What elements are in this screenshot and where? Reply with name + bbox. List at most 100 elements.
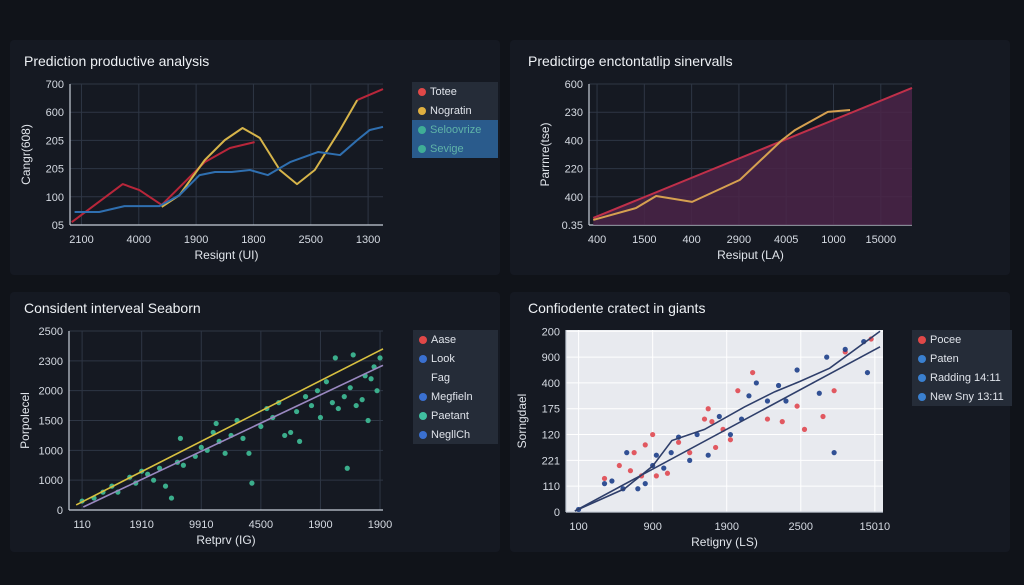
series-line <box>592 87 913 219</box>
x-tick-label: 1900 <box>308 519 332 531</box>
x-tick-label: 2500 <box>789 521 813 533</box>
scatter-point <box>624 450 630 456</box>
legend-marker <box>418 125 426 134</box>
scatter-point <box>616 462 622 469</box>
scatter-point <box>727 431 734 438</box>
scatter-point <box>750 369 756 376</box>
y-axis-label: Cangr(608) <box>19 124 33 185</box>
legend-item: Radding 14:11 <box>912 368 1012 387</box>
legend-label: Pocee <box>930 333 962 346</box>
legend-item: Totee <box>412 82 498 101</box>
scatter-point <box>258 423 264 430</box>
x-tick-label: 15000 <box>865 234 896 246</box>
x-tick-label: 2900 <box>727 234 751 246</box>
chart-4-legend: Pocee Paten Radding 14:11 New Sny 13:11 <box>912 330 1012 406</box>
x-tick-label: 4500 <box>249 519 273 531</box>
x-tick-label: 400 <box>682 234 700 246</box>
scatter-point <box>709 419 715 425</box>
x-tick-label: 4000 <box>127 234 151 246</box>
legend-label: New Sny 13:11 <box>930 390 1004 403</box>
x-tick-label: 4005 <box>774 234 798 246</box>
legend-marker <box>918 373 926 382</box>
chart-3-legend: Aase Look Fag Megfieln Paetant NegllCh <box>413 330 498 444</box>
x-tick-label: 2500 <box>299 234 323 246</box>
scatter-point <box>801 426 808 432</box>
scatter-point <box>653 452 659 458</box>
x-tick-label: 900 <box>643 521 661 533</box>
legend-label: Aase <box>431 333 457 346</box>
legend-label: Paten <box>930 352 959 365</box>
x-tick-label: 100 <box>569 521 587 533</box>
y-tick-label: 1000 <box>39 445 63 457</box>
scatter-point <box>727 437 734 443</box>
x-tick-label: 1900 <box>184 234 208 246</box>
scatter-point <box>694 431 700 438</box>
scatter-point <box>794 367 800 373</box>
scatter-point <box>842 346 848 352</box>
legend-item: Paetant <box>413 406 498 425</box>
fit-line <box>75 348 384 506</box>
scatter-point <box>162 483 169 489</box>
fit-line <box>82 364 384 508</box>
legend-item: Aase <box>413 330 498 349</box>
x-tick-label: 1800 <box>241 234 265 246</box>
y-tick-label: 205 <box>46 135 64 147</box>
legend-item: Paten <box>912 349 1012 368</box>
scatter-point <box>249 480 255 486</box>
y-tick-label: 0 <box>554 507 560 519</box>
series-line <box>161 99 359 208</box>
scatter-point <box>198 444 204 450</box>
legend-marker <box>918 354 926 363</box>
scatter-point <box>177 435 184 441</box>
scatter-point <box>365 417 371 424</box>
x-tick-label: 9910 <box>189 519 213 531</box>
scatter-point <box>820 413 826 420</box>
y-tick-label: 400 <box>565 135 583 147</box>
y-tick-label: 0 <box>57 505 63 517</box>
legend-item: Nogratin <box>412 101 498 120</box>
fit-line <box>574 346 881 512</box>
legend-item: New Sny 13:11 <box>912 387 1012 406</box>
legend-label: Look <box>431 352 455 365</box>
x-tick-label: 1910 <box>129 519 153 531</box>
x-axis-label: Resiput (LA) <box>717 248 784 262</box>
scatter-point <box>374 388 380 394</box>
scatter-point <box>377 355 383 361</box>
legend-item: NegllCh <box>413 425 498 444</box>
y-tick-label: 1000 <box>39 475 63 487</box>
y-tick-label: 110 <box>542 481 560 493</box>
y-axis-label: Porpolecel <box>18 392 32 449</box>
legend-label: Seloovrize <box>430 123 482 136</box>
scatter-point <box>705 406 711 412</box>
scatter-point <box>168 495 175 501</box>
y-tick-label: 600 <box>565 79 583 91</box>
legend-label: Totee <box>430 85 457 98</box>
scatter-point <box>824 354 830 360</box>
scatter-point <box>831 388 837 394</box>
series-line <box>356 88 384 101</box>
scatter-point <box>735 388 741 394</box>
scatter-point <box>668 450 674 456</box>
plot-background <box>566 330 883 512</box>
y-axis-label: Sorngdael <box>515 394 529 449</box>
scatter-point <box>705 452 711 458</box>
scatter-point <box>302 394 309 400</box>
scatter-point <box>764 416 771 422</box>
y-tick-label: 0.35 <box>562 220 583 232</box>
scatter-point <box>601 475 608 482</box>
scatter-point <box>675 439 682 445</box>
scatter-point <box>831 450 837 456</box>
legend-marker <box>918 392 926 401</box>
scatter-point <box>627 468 634 474</box>
y-tick-label: 700 <box>46 79 64 91</box>
legend-marker <box>419 354 427 363</box>
scatter-point <box>794 403 800 409</box>
x-tick-label: 400 <box>588 234 606 246</box>
scatter-point <box>329 400 335 406</box>
x-tick-label: 15010 <box>860 521 891 533</box>
scatter-point <box>864 369 871 376</box>
series-line <box>74 125 384 214</box>
chart-3-title: Consident interveal Seaborn <box>24 300 201 316</box>
scatter-point <box>701 416 708 422</box>
